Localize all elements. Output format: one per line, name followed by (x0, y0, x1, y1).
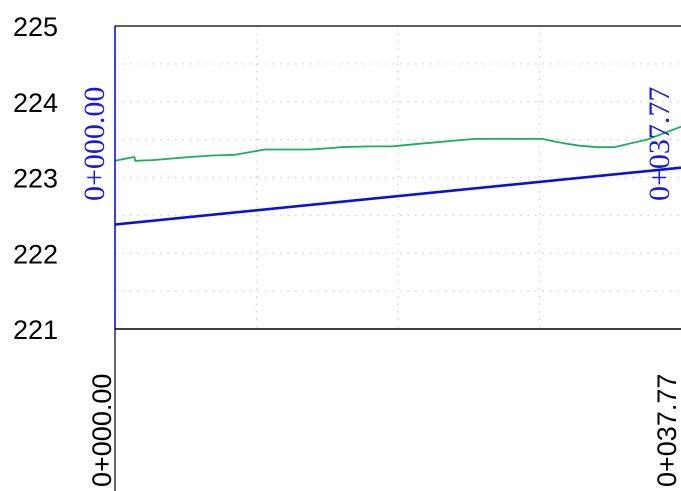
y-tick-labels: 221 222 223 224 225 (13, 12, 58, 345)
y-tick-label: 222 (13, 239, 58, 269)
station-annotation: 0+000.00 (78, 87, 111, 201)
y-tick-label: 224 (13, 88, 58, 118)
series-lines (114, 125, 681, 226)
y-tick-label: 225 (13, 12, 58, 42)
grid-lines (115, 26, 681, 329)
series-line-blue (114, 166, 681, 226)
x-tick-label: 0+000.00 (87, 374, 117, 487)
axes (114, 25, 681, 491)
x-tick-labels: 0+000.00 0+037.77 (87, 374, 681, 487)
y-tick-label: 221 (13, 315, 58, 345)
station-annotations: 0+000.00 0+037.77 (78, 87, 676, 201)
y-tick-label: 223 (13, 164, 58, 194)
x-tick-label: 0+037.77 (652, 374, 681, 487)
station-annotation: 0+037.77 (643, 87, 676, 201)
series-line-green (114, 125, 681, 162)
